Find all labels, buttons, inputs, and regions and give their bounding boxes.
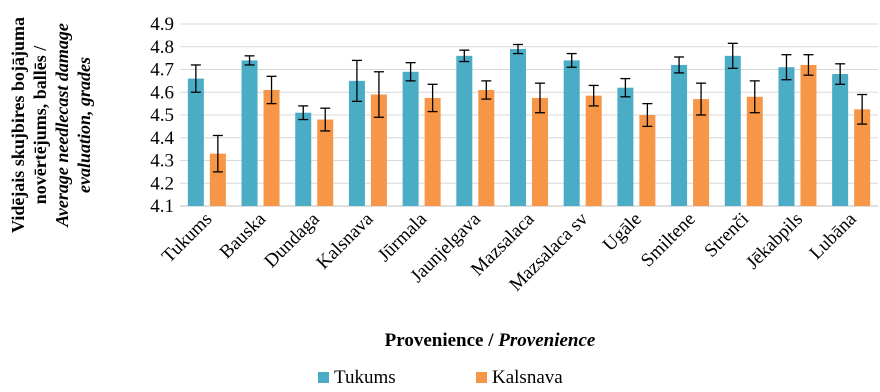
y-axis-label: Vidējais skujbires bojājuma novērtējums, … [8,17,94,233]
x-tick-label: Strenči [700,209,753,262]
x-tick-label: Tukums [158,209,216,267]
bar [241,60,258,207]
y-tick-label: 4.7 [150,60,174,81]
bar [746,96,763,206]
x-axis-label: Provenience / Provenience [385,330,596,351]
bar [187,78,204,206]
bar [510,49,526,207]
bar [402,71,419,207]
bar [370,94,387,206]
legend-label: Tukums [334,367,396,388]
y-tick-label: 4.9 [150,14,174,35]
y-tick-label: 4.5 [150,105,174,126]
gridlines [180,23,878,207]
x-tick-label: Dundaga [260,208,324,272]
x-tick-label: Smiltene [637,209,700,272]
bar [800,64,817,206]
bar [563,60,580,207]
bar [854,109,871,206]
bar [295,112,312,206]
legend-swatch [318,372,329,383]
legend-label: Kalsnava [492,367,563,388]
y-tick-labels: 4.14.24.34.44.54.64.74.84.9 [150,14,174,217]
bar [456,55,473,206]
x-tick-label: Kalsnava [313,208,378,273]
bar [209,153,226,206]
bar [778,67,795,206]
bar [478,89,495,206]
x-tick-label: Jēkabpils [742,209,807,274]
y-tick-label: 4.4 [150,128,174,149]
x-tick-label: Ugāle [599,209,646,256]
error-bars [190,42,868,173]
bar [832,74,849,206]
bar [317,119,334,206]
bar [693,99,710,206]
x-tick-labels: Tukums BauskaDundagaKalsnavaJūrmalaJaunje… [158,208,861,295]
bar [617,87,634,206]
y-tick-label: 4.1 [150,196,174,217]
bar [724,55,741,206]
bar [585,95,602,206]
y-axis-label-line: novērtējums, ballēs / [30,45,50,204]
bar [532,97,548,206]
bar [348,80,365,206]
bar [424,97,441,206]
bar [671,64,688,206]
y-tick-label: 4.3 [150,151,174,172]
x-tick-label: Lubāna [806,208,862,264]
y-tick-label: 4.6 [150,82,174,103]
y-axis-label-line: Average needlecast damage [52,23,72,228]
y-axis-label-line: evaluation, grades [74,57,94,193]
legend: Tukums Kalsnava [318,367,563,388]
bars [187,49,871,207]
y-axis-label-line: Vidējais skujbires bojājuma [8,17,28,233]
bar [263,89,280,206]
bar [639,115,656,206]
y-tick-label: 4.8 [150,37,174,58]
y-tick-label: 4.2 [150,173,174,194]
legend-swatch [476,372,487,383]
